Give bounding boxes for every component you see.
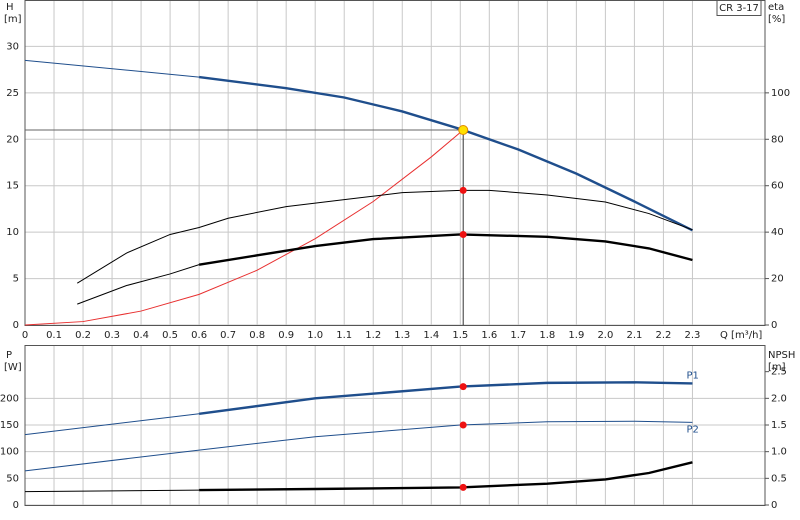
y2-tick-label: 20 [771,274,784,285]
x-tick-label: 2.0 [597,330,613,341]
operating-point [459,383,467,391]
y-tick-label: 10 [6,227,19,238]
y2-unit: [m] [768,362,786,373]
series-label: P1 [686,370,698,381]
y2-tick-label: 80 [771,134,784,145]
y2-label: eta [768,2,784,13]
x-tick-label: 0.4 [133,330,149,341]
y-tick-label: 200 [0,393,19,404]
y2-tick-label: 100 [771,88,790,99]
x-tick-label: 0.6 [191,330,207,341]
curve [24,59,200,78]
x-tick-label: 1.2 [365,330,381,341]
x-tick-label: 0.7 [220,330,236,341]
chart-title: CR 3-17 [719,3,759,14]
y2-label: NPSH [768,350,795,361]
y2-tick-label: 1.0 [771,447,787,458]
y-tick-label: 25 [6,88,19,99]
x-tick-label: 1.4 [423,330,439,341]
y-tick-label: 5 [13,274,19,285]
curve [24,129,464,326]
x-tick-label: 0.5 [162,330,178,341]
y-tick-label: 50 [6,473,19,484]
curve [198,75,693,232]
x-tick-label: 2.3 [684,330,700,341]
y2-tick-label: 0 [771,500,777,511]
y2-tick-label: 2.0 [771,393,787,404]
operating-point [459,230,467,238]
plot-frame [24,0,766,326]
y-tick-label: 15 [6,181,19,192]
x-tick-label: 1.3 [394,330,410,341]
x-tick-label: 1.5 [452,330,468,341]
duty-point [458,125,469,135]
x-tick-label: 0 [22,330,28,341]
y2-tick-label: 0.5 [771,473,787,484]
x-tick-label: 1.8 [539,330,555,341]
y2-tick-label: 2.5 [771,367,787,378]
x-tick-label: 0.1 [46,330,62,341]
y2-tick-label: 60 [771,181,784,192]
operating-point [459,483,467,491]
x-tick-label: 1.9 [568,330,584,341]
y-label: P [6,350,12,361]
operating-point [459,186,467,194]
curve [198,233,693,266]
x-tick-label: 0.3 [104,330,120,341]
plot-frame [24,345,766,506]
y-tick-label: 100 [0,447,19,458]
series-label: P2 [686,424,698,435]
curve [76,189,693,284]
curve [199,461,693,492]
y-label: H [6,2,14,13]
y-unit: [W] [4,362,22,373]
y2-tick-label: 40 [771,227,784,238]
y2-tick-label: 1.5 [771,420,787,431]
y-tick-label: 0 [13,500,19,511]
x-tick-label: 0.2 [75,330,91,341]
y-unit: [m] [4,14,22,25]
y2-tick-label: 0 [771,320,777,331]
x-tick-label: 0.8 [249,330,265,341]
title-box [716,0,762,16]
x-tick-label: 0.9 [278,330,294,341]
x-tick-label: 1.1 [336,330,352,341]
x-tick-label: 1.6 [481,330,497,341]
x-tick-label: 2.2 [655,330,671,341]
y-tick-label: 150 [0,420,19,431]
x-tick-label: 1.7 [510,330,526,341]
curve [198,381,693,415]
x-label: Q [m³/h] [720,330,762,341]
curve [24,413,200,436]
curve [77,264,200,305]
y-tick-label: 20 [6,134,19,145]
y-tick-label: 0 [13,320,19,331]
x-tick-label: 1.0 [307,330,323,341]
y2-unit: [%] [768,14,785,25]
operating-point [459,421,467,429]
curve [24,489,200,493]
x-tick-label: 2.1 [626,330,642,341]
y-tick-label: 30 [6,41,19,52]
curve [24,420,693,472]
